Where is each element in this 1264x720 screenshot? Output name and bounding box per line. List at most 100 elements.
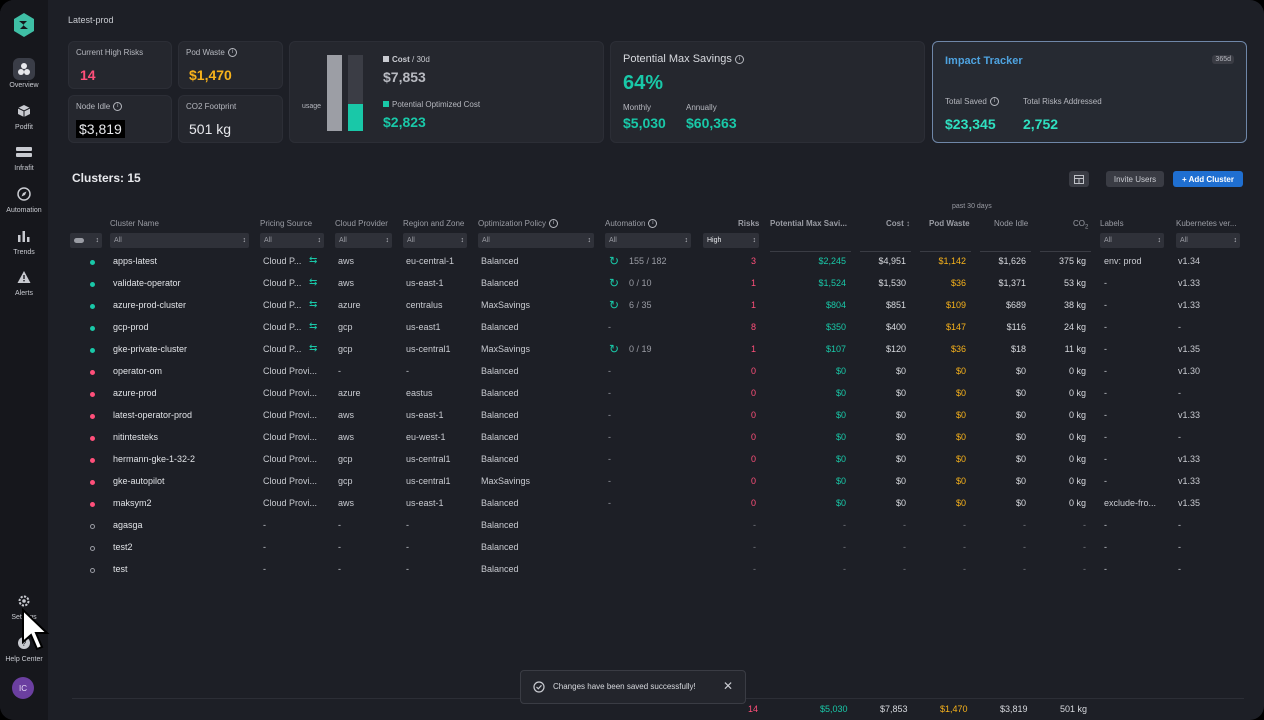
cluster-name[interactable]: operator-om: [113, 366, 163, 376]
table-row[interactable]: validate-operator Cloud P... ⇆ aws us-east-1…: [72, 274, 1244, 296]
co2-card[interactable]: CO2 Footprint 501 kg: [178, 95, 283, 143]
filter-region[interactable]: All: [403, 233, 467, 248]
optimization-policy[interactable]: MaxSavings: [481, 344, 531, 354]
optimization-policy[interactable]: Balanced: [481, 520, 519, 530]
table-row[interactable]: azure-prod Cloud Provi... azure eastus Balan…: [72, 384, 1244, 406]
header-node-idle[interactable]: Node Idle: [994, 219, 1029, 228]
cluster-name[interactable]: nitintesteks: [113, 432, 159, 442]
cost-card[interactable]: usage Cost / 30d $7,853 Potential Optimi…: [289, 41, 604, 143]
optimization-policy[interactable]: Balanced: [481, 256, 519, 266]
header-automation[interactable]: Automation: [605, 219, 646, 228]
table-row[interactable]: test - - - Balanced - - - - - - - -: [72, 560, 1244, 582]
close-icon[interactable]: ✕: [723, 679, 734, 693]
optimization-policy[interactable]: Balanced: [481, 322, 519, 332]
header-region[interactable]: Region and Zone: [403, 219, 465, 228]
header-risks[interactable]: Risks: [738, 219, 760, 228]
cluster-name[interactable]: gcp-prod: [113, 322, 149, 332]
header-pod-waste[interactable]: Pod Waste: [929, 219, 970, 228]
filter-cloud-provider[interactable]: All: [335, 233, 392, 248]
sidebar-item-alerts[interactable]: Alerts: [0, 266, 48, 297]
info-icon[interactable]: i: [113, 102, 123, 112]
sync-icon[interactable]: ⇆: [309, 277, 318, 288]
automation-refresh-icon[interactable]: ↻: [609, 276, 620, 290]
info-icon[interactable]: i: [648, 219, 658, 229]
automation-refresh-icon[interactable]: ↻: [609, 342, 620, 356]
table-settings-button[interactable]: [1069, 171, 1089, 187]
invite-users-button[interactable]: Invite Users: [1106, 171, 1164, 187]
cluster-name[interactable]: maksym2: [113, 498, 152, 508]
filter-risk-level[interactable]: High: [703, 233, 759, 248]
info-icon[interactable]: i: [227, 48, 237, 58]
cluster-name[interactable]: apps-latest: [113, 256, 158, 266]
savings-card[interactable]: Potential Max Savings i 64% Monthly $5,03…: [610, 41, 925, 143]
sidebar-item-help[interactable]: ? Help Center: [0, 632, 48, 663]
info-icon[interactable]: i: [549, 219, 559, 229]
header-k8s-version[interactable]: Kubernetes ver...: [1176, 219, 1237, 228]
sidebar-item-automation[interactable]: Automation: [0, 183, 48, 214]
optimization-policy[interactable]: Balanced: [481, 498, 519, 508]
optimization-policy[interactable]: Balanced: [481, 278, 519, 288]
header-cloud-provider[interactable]: Cloud Provider: [335, 219, 388, 228]
optimization-policy[interactable]: Balanced: [481, 542, 519, 552]
table-row[interactable]: test2 - - - Balanced - - - - - - - -: [72, 538, 1244, 560]
filter-k8s-version[interactable]: All: [1176, 233, 1240, 248]
header-pricing-source[interactable]: Pricing Source: [260, 219, 313, 228]
table-row[interactable]: gke-private-cluster Cloud P... ⇆ gcp us-cent…: [72, 340, 1244, 362]
optimization-policy[interactable]: Balanced: [481, 454, 519, 464]
table-row[interactable]: azure-prod-cluster Cloud P... ⇆ azure centra…: [72, 296, 1244, 318]
optimization-policy[interactable]: Balanced: [481, 564, 519, 574]
table-row[interactable]: agasga - - - Balanced - - - - - - - -: [72, 516, 1244, 538]
sidebar-item-podfit[interactable]: Podfit: [0, 100, 48, 131]
automation-refresh-icon[interactable]: ↻: [609, 254, 620, 268]
table-row[interactable]: gcp-prod Cloud P... ⇆ gcp us-east1 Balanced - 8…: [72, 318, 1244, 340]
cluster-name[interactable]: hermann-gke-1-32-2: [113, 454, 196, 464]
filter-pricing-source[interactable]: All: [260, 233, 324, 248]
optimization-policy[interactable]: Balanced: [481, 366, 519, 376]
cluster-name[interactable]: gke-private-cluster: [113, 344, 188, 354]
sync-icon[interactable]: ⇆: [309, 321, 318, 332]
sync-icon[interactable]: ⇆: [309, 299, 318, 310]
cluster-name[interactable]: test: [113, 564, 128, 574]
table-row[interactable]: gke-autopilot Cloud Provi... gcp us-central…: [72, 472, 1244, 494]
header-cost[interactable]: Cost: [886, 219, 904, 228]
optimization-policy[interactable]: Balanced: [481, 410, 519, 420]
table-row[interactable]: nitintesteks Cloud Provi... aws eu-west-1 Ba…: [72, 428, 1244, 450]
avatar[interactable]: IC: [12, 677, 34, 699]
add-cluster-button[interactable]: + Add Cluster: [1173, 171, 1243, 187]
optimization-policy[interactable]: MaxSavings: [481, 476, 531, 486]
filter-labels[interactable]: All: [1100, 233, 1164, 248]
table-row[interactable]: hermann-gke-1-32-2 Cloud Provi... gcp us-ce…: [72, 450, 1244, 472]
high-risks-card[interactable]: Current High Risks 14: [68, 41, 172, 89]
info-icon[interactable]: i: [989, 97, 999, 107]
table-row[interactable]: latest-operator-prod Cloud Provi... aws us-…: [72, 406, 1244, 428]
optimization-policy[interactable]: Balanced: [481, 432, 519, 442]
cluster-name[interactable]: azure-prod-cluster: [113, 300, 187, 310]
cluster-name[interactable]: agasga: [113, 520, 143, 530]
table-row[interactable]: operator-om Cloud Provi... - - Balanced - 0 $0 $…: [72, 362, 1244, 384]
optimization-policy[interactable]: Balanced: [481, 388, 519, 398]
table-row[interactable]: maksym2 Cloud Provi... aws us-east-1 Balance…: [72, 494, 1244, 516]
header-labels[interactable]: Labels: [1100, 219, 1124, 228]
sync-icon[interactable]: ⇆: [309, 343, 318, 354]
sidebar-item-overview[interactable]: Overview: [0, 58, 48, 89]
header-co2[interactable]: CO: [1073, 219, 1085, 228]
automation-refresh-icon[interactable]: ↻: [609, 298, 620, 312]
node-idle-card[interactable]: Node Idle i $3,819: [68, 95, 172, 143]
header-savings[interactable]: Potential Max Savi...: [770, 219, 847, 228]
impact-tracker-card[interactable]: Impact Tracker 365d Total Saved i $23,345…: [932, 41, 1247, 143]
status-filter[interactable]: [70, 233, 102, 248]
sort-icon[interactable]: ↕: [903, 219, 911, 228]
info-icon[interactable]: i: [734, 54, 744, 64]
optimization-policy[interactable]: MaxSavings: [481, 300, 531, 310]
header-policy[interactable]: Optimization Policy: [478, 219, 547, 228]
logo-icon[interactable]: [12, 12, 36, 38]
cluster-name[interactable]: validate-operator: [113, 278, 181, 288]
filter-automation[interactable]: All: [605, 233, 691, 248]
cluster-name[interactable]: azure-prod: [113, 388, 157, 398]
pod-waste-card[interactable]: Pod Waste i $1,470: [178, 41, 283, 89]
cluster-name[interactable]: gke-autopilot: [113, 476, 165, 486]
header-cluster-name[interactable]: Cluster Name: [110, 219, 159, 228]
cluster-name[interactable]: test2: [113, 542, 133, 552]
filter-cluster-name[interactable]: All: [110, 233, 249, 248]
sidebar-item-trends[interactable]: Trends: [0, 225, 48, 256]
